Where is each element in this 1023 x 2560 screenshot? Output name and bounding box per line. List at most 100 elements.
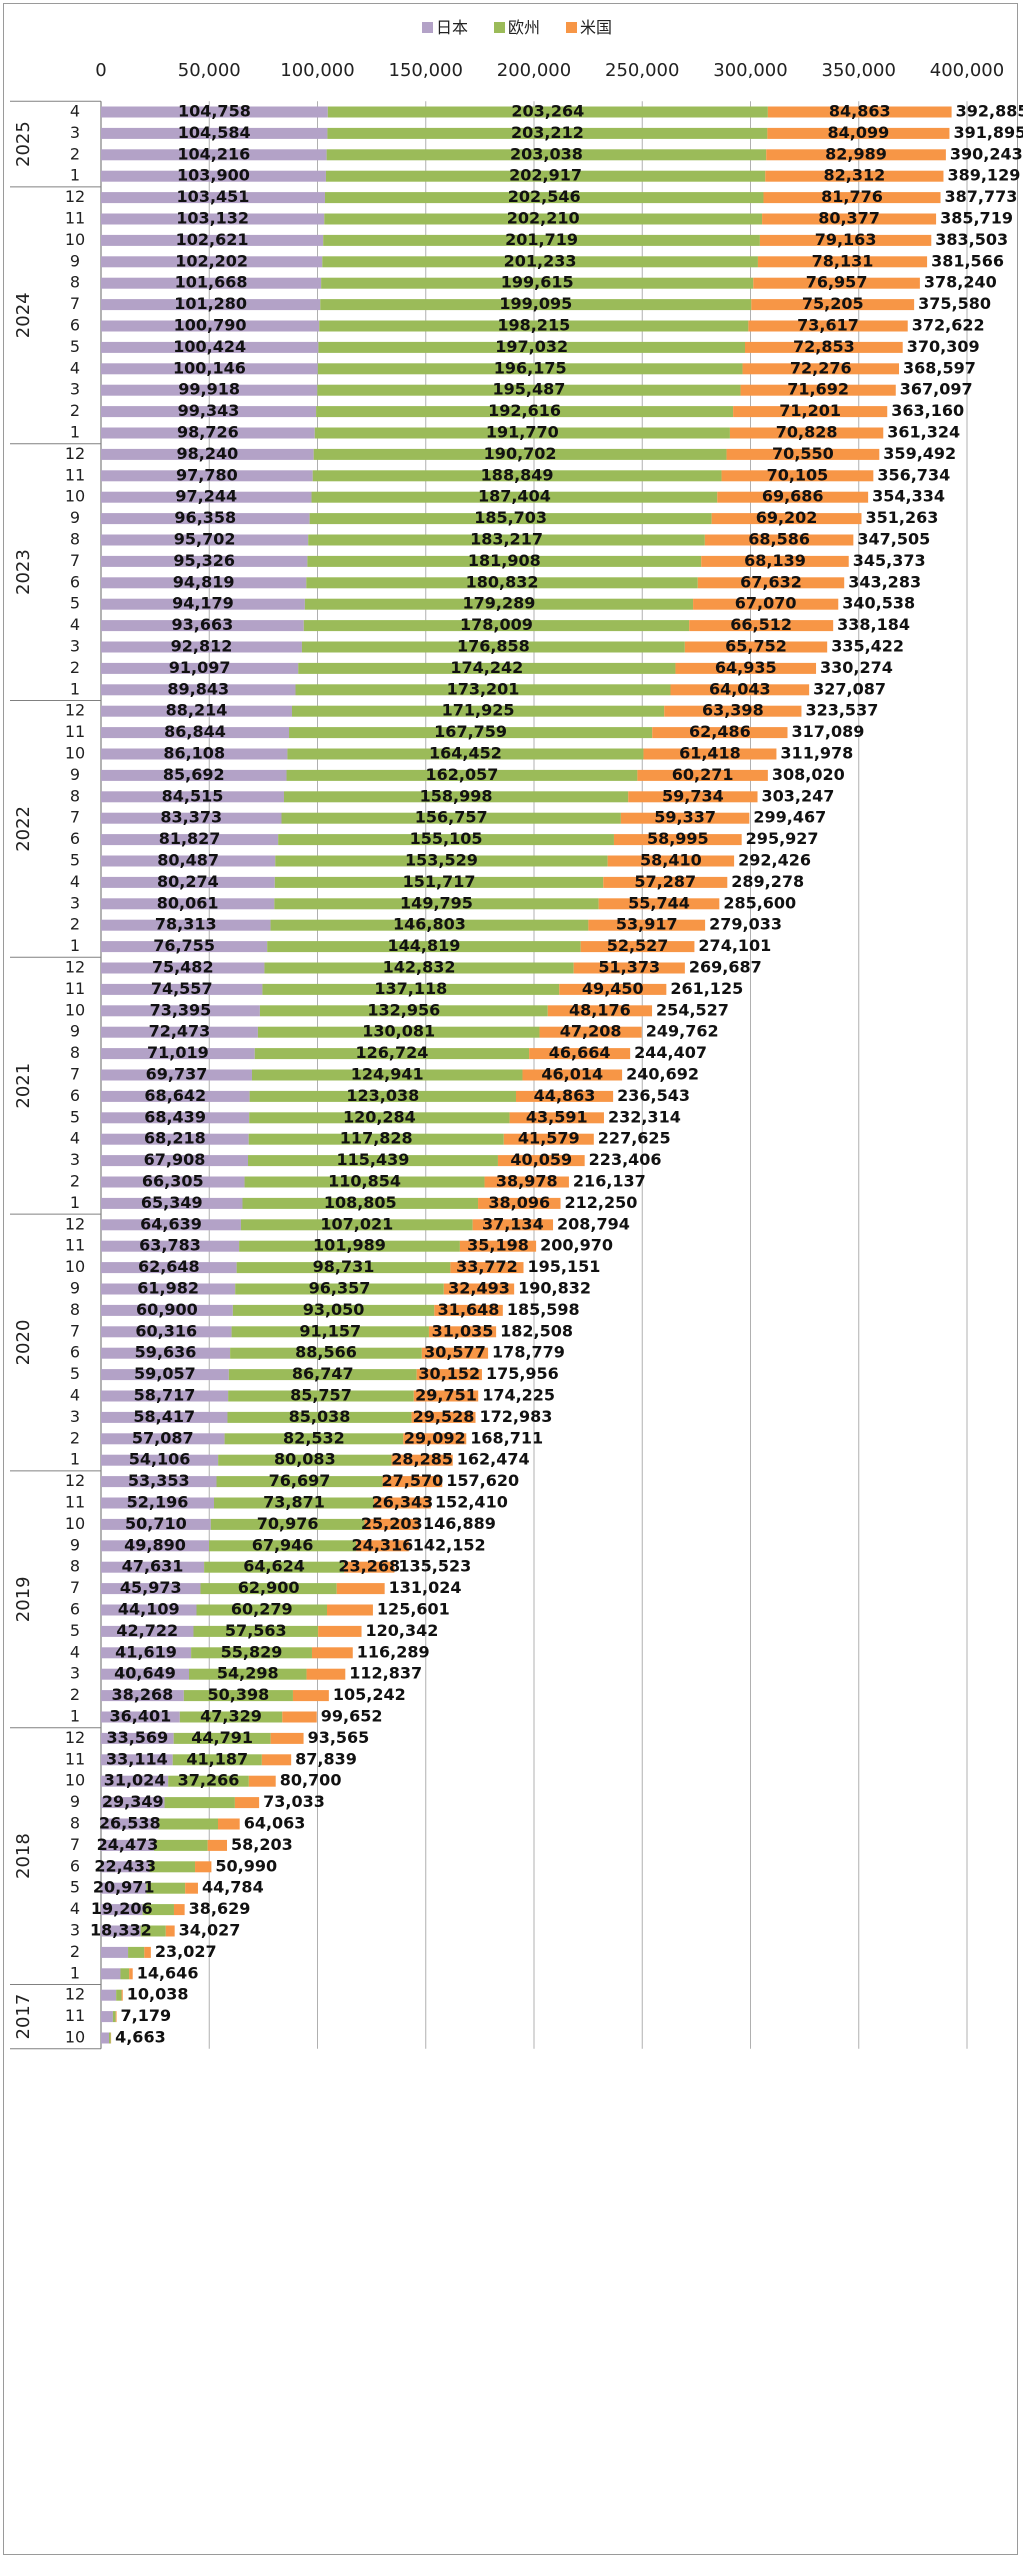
month-label: 10 xyxy=(65,1771,85,1790)
bar-europe xyxy=(242,1197,479,1209)
data-label-total: 343,283 xyxy=(848,572,921,591)
data-label-total: 208,794 xyxy=(557,1214,630,1233)
bar-japan xyxy=(101,1540,210,1552)
bar-europe xyxy=(257,1026,540,1038)
bar-europe xyxy=(307,555,702,567)
bar-us xyxy=(652,727,788,739)
data-label-europe: 57,563 xyxy=(225,1621,287,1640)
data-label-japan: 80,487 xyxy=(157,851,219,870)
data-label-europe: 96,357 xyxy=(309,1279,371,1298)
data-label-total: 361,324 xyxy=(887,423,960,442)
data-label-japan: 44,109 xyxy=(118,1600,180,1619)
bar-us xyxy=(637,769,768,781)
bar-us xyxy=(391,1454,453,1466)
bar-us xyxy=(670,684,810,696)
data-label-total: 299,467 xyxy=(753,808,826,827)
month-label: 6 xyxy=(70,316,80,335)
month-label: 2 xyxy=(70,401,80,420)
bar-japan xyxy=(101,1090,250,1102)
bar-us xyxy=(165,1925,175,1937)
data-label-total: 93,565 xyxy=(308,1728,370,1747)
bar-japan xyxy=(101,1069,252,1081)
month-label: 12 xyxy=(65,1214,85,1233)
bar-europe xyxy=(324,213,763,225)
bar-us xyxy=(717,491,869,503)
data-label-us: 82,989 xyxy=(825,144,887,163)
bar-us xyxy=(643,748,777,760)
data-label-total: 392,885 xyxy=(956,102,1023,121)
bar-us xyxy=(515,1090,614,1102)
bar-europe xyxy=(196,1604,327,1616)
data-label-europe: 195,487 xyxy=(492,380,565,399)
data-label-japan: 86,108 xyxy=(163,744,225,763)
bar-europe xyxy=(191,1647,312,1659)
bar-europe xyxy=(179,1711,283,1723)
bar-japan xyxy=(101,1155,249,1167)
data-label-europe: 67,946 xyxy=(252,1535,314,1554)
data-label-total: 195,151 xyxy=(528,1257,601,1276)
bar-japan xyxy=(101,491,312,503)
bar-us xyxy=(344,1561,395,1573)
bar-us xyxy=(373,1497,431,1509)
data-label-europe: 203,264 xyxy=(511,102,584,121)
bar-japan xyxy=(101,855,276,867)
data-label-us: 31,648 xyxy=(438,1300,500,1319)
data-label-japan: 104,758 xyxy=(178,102,251,121)
bar-us xyxy=(270,1732,304,1744)
data-label-europe: 64,624 xyxy=(243,1557,305,1576)
x-tick-label: 200,000 xyxy=(497,60,571,81)
month-label: 9 xyxy=(70,508,80,527)
bar-europe xyxy=(140,1925,166,1937)
bar-japan xyxy=(101,1262,237,1274)
month-label: 1 xyxy=(70,1707,80,1726)
month-label: 5 xyxy=(70,1364,80,1383)
bar-europe xyxy=(264,962,574,974)
month-label: 9 xyxy=(70,1535,80,1554)
data-label-us: 29,092 xyxy=(404,1428,466,1447)
data-label-total: 73,033 xyxy=(263,1792,325,1811)
data-label-us: 53,917 xyxy=(616,915,678,934)
month-label: 12 xyxy=(65,444,85,463)
data-label-japan: 92,812 xyxy=(171,637,233,656)
bar-japan xyxy=(101,791,284,803)
bar-us xyxy=(664,705,802,717)
month-label: 4 xyxy=(70,102,80,121)
data-label-japan: 71,019 xyxy=(147,1043,209,1062)
bar-us xyxy=(748,320,908,332)
data-label-us: 26,343 xyxy=(372,1493,434,1512)
bar-europe xyxy=(281,812,621,824)
data-label-europe: 62,900 xyxy=(238,1578,300,1597)
bar-us xyxy=(697,577,845,589)
month-label: 5 xyxy=(70,1107,80,1126)
data-label-us: 55,744 xyxy=(628,893,690,912)
bar-japan xyxy=(101,1454,219,1466)
data-label-us: 51,373 xyxy=(598,958,660,977)
data-label-total: 330,274 xyxy=(820,658,893,677)
data-label-japan: 99,918 xyxy=(178,380,240,399)
bar-japan xyxy=(101,1048,255,1060)
data-label-total: 157,620 xyxy=(446,1471,519,1490)
data-label-japan: 95,326 xyxy=(173,551,235,570)
data-label-europe: 151,717 xyxy=(403,872,476,891)
bar-japan xyxy=(101,1112,250,1124)
month-label: 8 xyxy=(70,786,80,805)
bar-europe xyxy=(128,1946,145,1958)
bar-japan xyxy=(101,919,271,931)
data-label-japan: 85,692 xyxy=(163,765,225,784)
bar-europe xyxy=(230,1347,422,1359)
data-label-total: 359,492 xyxy=(883,444,956,463)
month-label: 4 xyxy=(70,872,80,891)
month-label: 11 xyxy=(65,465,85,484)
bar-europe xyxy=(316,406,734,418)
bar-japan xyxy=(101,1026,258,1038)
data-label-us: 43,591 xyxy=(526,1107,588,1126)
month-label: 11 xyxy=(65,1749,85,1768)
bar-europe xyxy=(275,855,608,867)
data-label-europe: 176,858 xyxy=(457,637,530,656)
bar-europe xyxy=(262,983,560,995)
bar-us xyxy=(603,876,728,888)
bar-europe xyxy=(249,1112,510,1124)
data-label-total: 116,289 xyxy=(357,1642,430,1661)
legend-label-europe: 欧州 xyxy=(508,18,540,37)
data-label-japan: 63,783 xyxy=(139,1236,201,1255)
